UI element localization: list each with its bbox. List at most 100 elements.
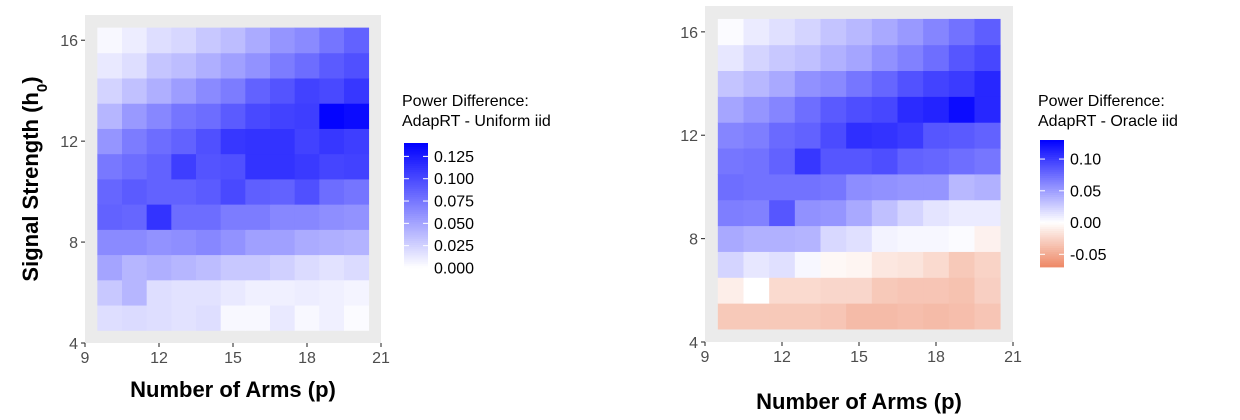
heatmap-cell — [948, 148, 975, 175]
heatmap-cell — [344, 103, 370, 129]
legend-tick-label: 0.025 — [434, 238, 474, 255]
heatmap-cell — [319, 179, 345, 205]
legend-colorbar-slice — [1040, 203, 1064, 207]
heatmap-cell — [897, 96, 924, 123]
legend-colorbar-slice — [404, 243, 428, 246]
heatmap-cell — [846, 18, 873, 46]
legend-colorbar-slice — [1040, 180, 1064, 183]
heatmap-cell — [294, 153, 320, 180]
legend: Power Difference: AdapRT - Oracle iid 0.10… — [1038, 93, 1178, 268]
heatmap-cell — [948, 96, 975, 123]
heatmap-cell — [294, 305, 320, 331]
x-axis-title: Number of Arms (p) — [130, 377, 336, 402]
x-tick-label: 15 — [850, 349, 868, 366]
heatmap-cell — [344, 128, 370, 155]
heatmap-cell — [897, 251, 924, 278]
legend-colorbar-slice — [404, 199, 428, 202]
heatmap-cell — [923, 70, 950, 97]
heatmap-cell — [743, 251, 770, 278]
legend-colorbar-slice — [1040, 254, 1064, 257]
heatmap-cell — [146, 204, 172, 230]
heatmap-cell — [146, 27, 172, 54]
heatmap-cell — [97, 78, 123, 104]
heatmap-cell — [146, 78, 172, 104]
y-tick-label: 4 — [689, 335, 698, 352]
heatmap-cell — [245, 78, 271, 104]
heatmap-cell — [122, 153, 148, 180]
heatmap-cell — [871, 96, 898, 123]
legend-colorbar-slice — [1040, 220, 1064, 223]
legend-colorbar-slice — [404, 193, 428, 196]
heatmap-cell — [769, 18, 796, 46]
heatmap-cell — [717, 44, 744, 72]
heatmap-cell — [871, 174, 898, 201]
heatmap-panel-uniform: 9 12 15 18 21 4 8 12 16 Number of Arms (p) Signal … — [18, 15, 551, 402]
heatmap-cell — [743, 174, 770, 201]
legend-colorbar-slice — [404, 195, 428, 198]
heatmap-cell — [794, 277, 821, 304]
heatmap-cell — [820, 44, 847, 72]
legend-colorbar-slice — [404, 197, 428, 200]
legend-colorbar-slice — [404, 168, 428, 171]
heatmap-cell — [146, 52, 172, 79]
heatmap-cell — [769, 70, 796, 97]
heatmap-cell — [146, 254, 172, 281]
legend-tick-label: -0.05 — [1070, 247, 1107, 264]
heatmap-cell — [717, 303, 744, 330]
legend-colorbar-slice — [1040, 195, 1064, 198]
x-tick-label: 9 — [701, 349, 710, 366]
heatmap-cell — [974, 70, 1001, 97]
heatmap-cell — [923, 174, 950, 201]
heatmap-cell — [97, 128, 123, 155]
legend-colorbar-slice — [1040, 211, 1064, 215]
heatmap-cell — [97, 103, 123, 129]
heatmap-cell — [923, 225, 950, 252]
heatmap-cell — [948, 174, 975, 201]
heatmap-cell — [820, 148, 847, 175]
legend-colorbar-slice — [404, 178, 428, 181]
heatmap-cell — [948, 44, 975, 72]
heatmap-cell — [270, 103, 296, 129]
legend-colorbar-slice — [404, 147, 428, 150]
legend-colorbar-slice — [1040, 186, 1064, 190]
heatmap-cell — [769, 199, 796, 227]
heatmap-cell — [897, 44, 924, 72]
heatmap-cell — [948, 70, 975, 97]
heatmap-cell — [220, 78, 246, 104]
legend-colorbar-slice — [1040, 237, 1064, 240]
legend-colorbar-slice — [404, 259, 428, 263]
heatmap-cell — [717, 277, 744, 304]
legend-colorbar-slice — [404, 228, 428, 231]
legend-colorbar-slice — [404, 247, 428, 250]
legend-colorbar-slice — [1040, 216, 1064, 219]
heatmap-cell — [294, 27, 320, 54]
heatmap-cell — [319, 229, 345, 256]
heatmap-cell — [897, 122, 924, 149]
heatmap-cell — [122, 254, 148, 281]
heatmap-cell — [319, 78, 345, 104]
heatmap-cell — [897, 225, 924, 252]
heatmap-cell — [820, 251, 847, 278]
heatmap-cell — [846, 44, 873, 72]
heatmap-cell — [122, 279, 148, 306]
legend-colorbar-slice — [404, 255, 428, 258]
legend-colorbar-slice — [1040, 245, 1064, 249]
heatmap-cell — [846, 199, 873, 227]
legend-colorbar-slice — [1040, 156, 1064, 160]
heatmap-cell — [270, 204, 296, 230]
heatmap-cell — [717, 199, 744, 227]
x-tick-label: 21 — [372, 350, 390, 367]
legend-colorbar-slice — [1040, 154, 1064, 158]
heatmap-cell — [220, 153, 246, 180]
legend-colorbar-slice — [1040, 175, 1064, 179]
heatmap-cell — [270, 52, 296, 79]
heatmap-cell — [743, 199, 770, 227]
legend-colorbar-slice — [1040, 152, 1064, 156]
legend-colorbar-slice — [1040, 173, 1064, 177]
heatmap-cell — [122, 229, 148, 256]
legend-title-line: Power Difference: — [1038, 93, 1165, 110]
legend-colorbar-slice — [404, 184, 428, 188]
legend-colorbar-slice — [404, 182, 428, 186]
heatmap-cell — [146, 128, 172, 155]
